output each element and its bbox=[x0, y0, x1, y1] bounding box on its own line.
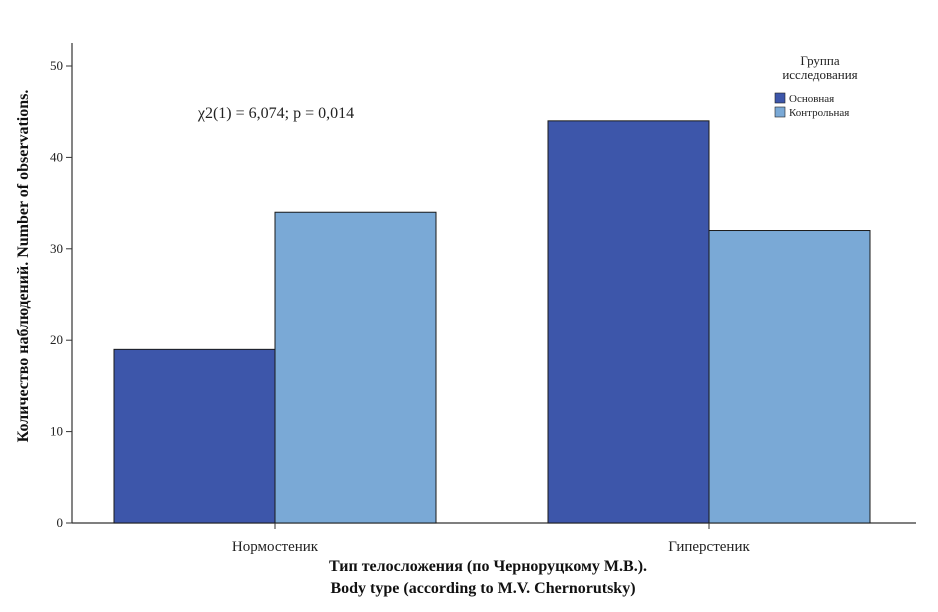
y-axis-title: Количество наблюдений. Number of observa… bbox=[15, 90, 32, 443]
legend-label-kontrolnaya: Контрольная bbox=[789, 107, 849, 119]
x-tick-label-giperstenik: Гиперстеник bbox=[668, 539, 750, 555]
y-tick-label-10: 10 bbox=[50, 424, 63, 439]
legend: Группа исследования Основная Контрольная bbox=[774, 53, 858, 119]
bar-normostenik-kontrolnaya bbox=[274, 211, 437, 524]
y-tick-label-40: 40 bbox=[50, 149, 63, 164]
x-tick-label-normostenik: Нормостеник bbox=[232, 539, 319, 555]
y-tick-label-30: 30 bbox=[50, 241, 63, 256]
bar-normostenik-osnovnaya bbox=[113, 348, 276, 524]
y-tick-label-0: 0 bbox=[57, 515, 64, 530]
y-tick-label-20: 20 bbox=[50, 332, 63, 347]
legend-swatch-osnovnaya bbox=[774, 92, 786, 104]
x-axis-title-ru: Тип телосложения (по Черноруцкому М.В.). bbox=[329, 558, 647, 575]
bar-giperstenik-kontrolnaya bbox=[708, 230, 871, 524]
x-axis-title-en: Body type (according to M.V. Chernorutsk… bbox=[330, 580, 635, 597]
bar-giperstenik-osnovnaya bbox=[547, 120, 710, 524]
legend-title-line1: Группа bbox=[800, 53, 839, 68]
x-ticks: Нормостеник Гиперстеник bbox=[232, 523, 750, 555]
legend-title-line2: исследования bbox=[782, 67, 857, 82]
legend-label-osnovnaya: Основная bbox=[789, 93, 834, 105]
y-tick-label-50: 50 bbox=[50, 58, 63, 73]
chi-square-annotation: χ2(1) = 6,074; p = 0,014 bbox=[197, 105, 354, 122]
bars bbox=[113, 120, 871, 524]
y-ticks: 0 10 20 30 40 50 bbox=[50, 58, 72, 530]
legend-swatch-kontrolnaya bbox=[774, 106, 786, 118]
